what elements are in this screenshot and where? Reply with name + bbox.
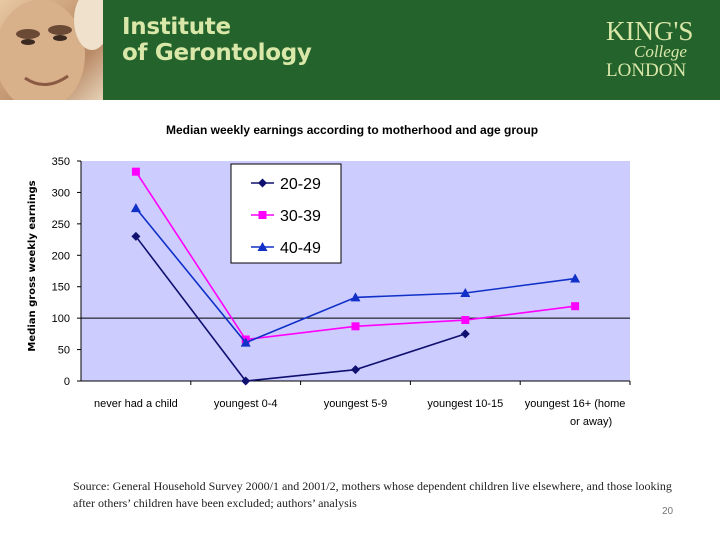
data-point-marker — [571, 302, 580, 311]
institute-line-1: Institute — [122, 14, 231, 40]
data-point-marker — [131, 167, 140, 176]
data-point-marker — [570, 273, 581, 283]
x-tick-label: youngest 0-4 — [214, 398, 278, 410]
data-point-marker — [258, 211, 267, 219]
chart-title: Median weekly earnings according to moth… — [166, 123, 538, 137]
data-point-marker — [241, 376, 251, 386]
data-point-marker — [351, 365, 360, 375]
x-tick-label: youngest 10-15 — [427, 398, 503, 410]
kings-logo-line-1: KING'S — [606, 16, 693, 46]
series-20-29 — [131, 231, 470, 386]
plot-area — [81, 161, 630, 381]
legend-label: 30-39 — [280, 208, 321, 225]
institute-line-2: of Gerontology — [122, 40, 312, 66]
kings-college-logo: KING'S College LONDON — [606, 16, 693, 80]
legend-label: 40-49 — [280, 240, 321, 257]
data-point-marker — [131, 231, 141, 241]
slide-number: 20 — [662, 506, 674, 517]
y-tick-label: 200 — [52, 250, 70, 262]
data-point-marker — [460, 329, 470, 339]
data-point-marker — [130, 203, 141, 213]
data-point-marker — [351, 322, 360, 331]
header-photo — [0, 0, 103, 100]
x-tick-label: youngest 16+ (home or away) — [525, 398, 626, 428]
legend-box — [230, 163, 342, 264]
y-axis-label: Median gross weekly earnings — [27, 180, 38, 351]
series-line — [135, 235, 466, 382]
y-tick-label: 150 — [52, 282, 70, 294]
y-tick-label: 0 — [64, 376, 70, 388]
data-point-marker — [240, 337, 251, 347]
kings-logo-line-3: LONDON — [606, 60, 686, 80]
x-tick-label: never had a child — [94, 398, 178, 410]
source-note: Source: General Household Survey 2000/1 … — [73, 479, 672, 510]
data-point-marker — [461, 316, 470, 325]
y-tick-label: 100 — [52, 313, 70, 325]
data-point-marker — [257, 242, 268, 251]
series-40-49 — [130, 203, 581, 347]
y-tick-label: 350 — [52, 156, 70, 168]
data-point-marker — [350, 292, 361, 302]
y-tick-label: 300 — [52, 187, 70, 199]
earnings-chart: Median weekly earnings according to moth… — [27, 123, 631, 428]
kings-logo-line-2: College — [634, 42, 687, 61]
legend-label: 20-29 — [280, 176, 321, 193]
institute-logo-text: Institute of Gerontology — [122, 14, 422, 66]
data-point-marker — [460, 288, 471, 297]
y-tick-label: 50 — [58, 345, 70, 357]
data-point-marker — [258, 178, 267, 188]
header-banner: Institute of Gerontology KING'S College … — [0, 0, 720, 100]
x-tick-label: youngest 5-9 — [324, 398, 388, 410]
y-tick-label: 250 — [52, 219, 70, 231]
